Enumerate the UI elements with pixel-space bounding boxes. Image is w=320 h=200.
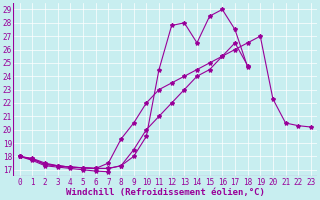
X-axis label: Windchill (Refroidissement éolien,°C): Windchill (Refroidissement éolien,°C)	[66, 188, 265, 197]
